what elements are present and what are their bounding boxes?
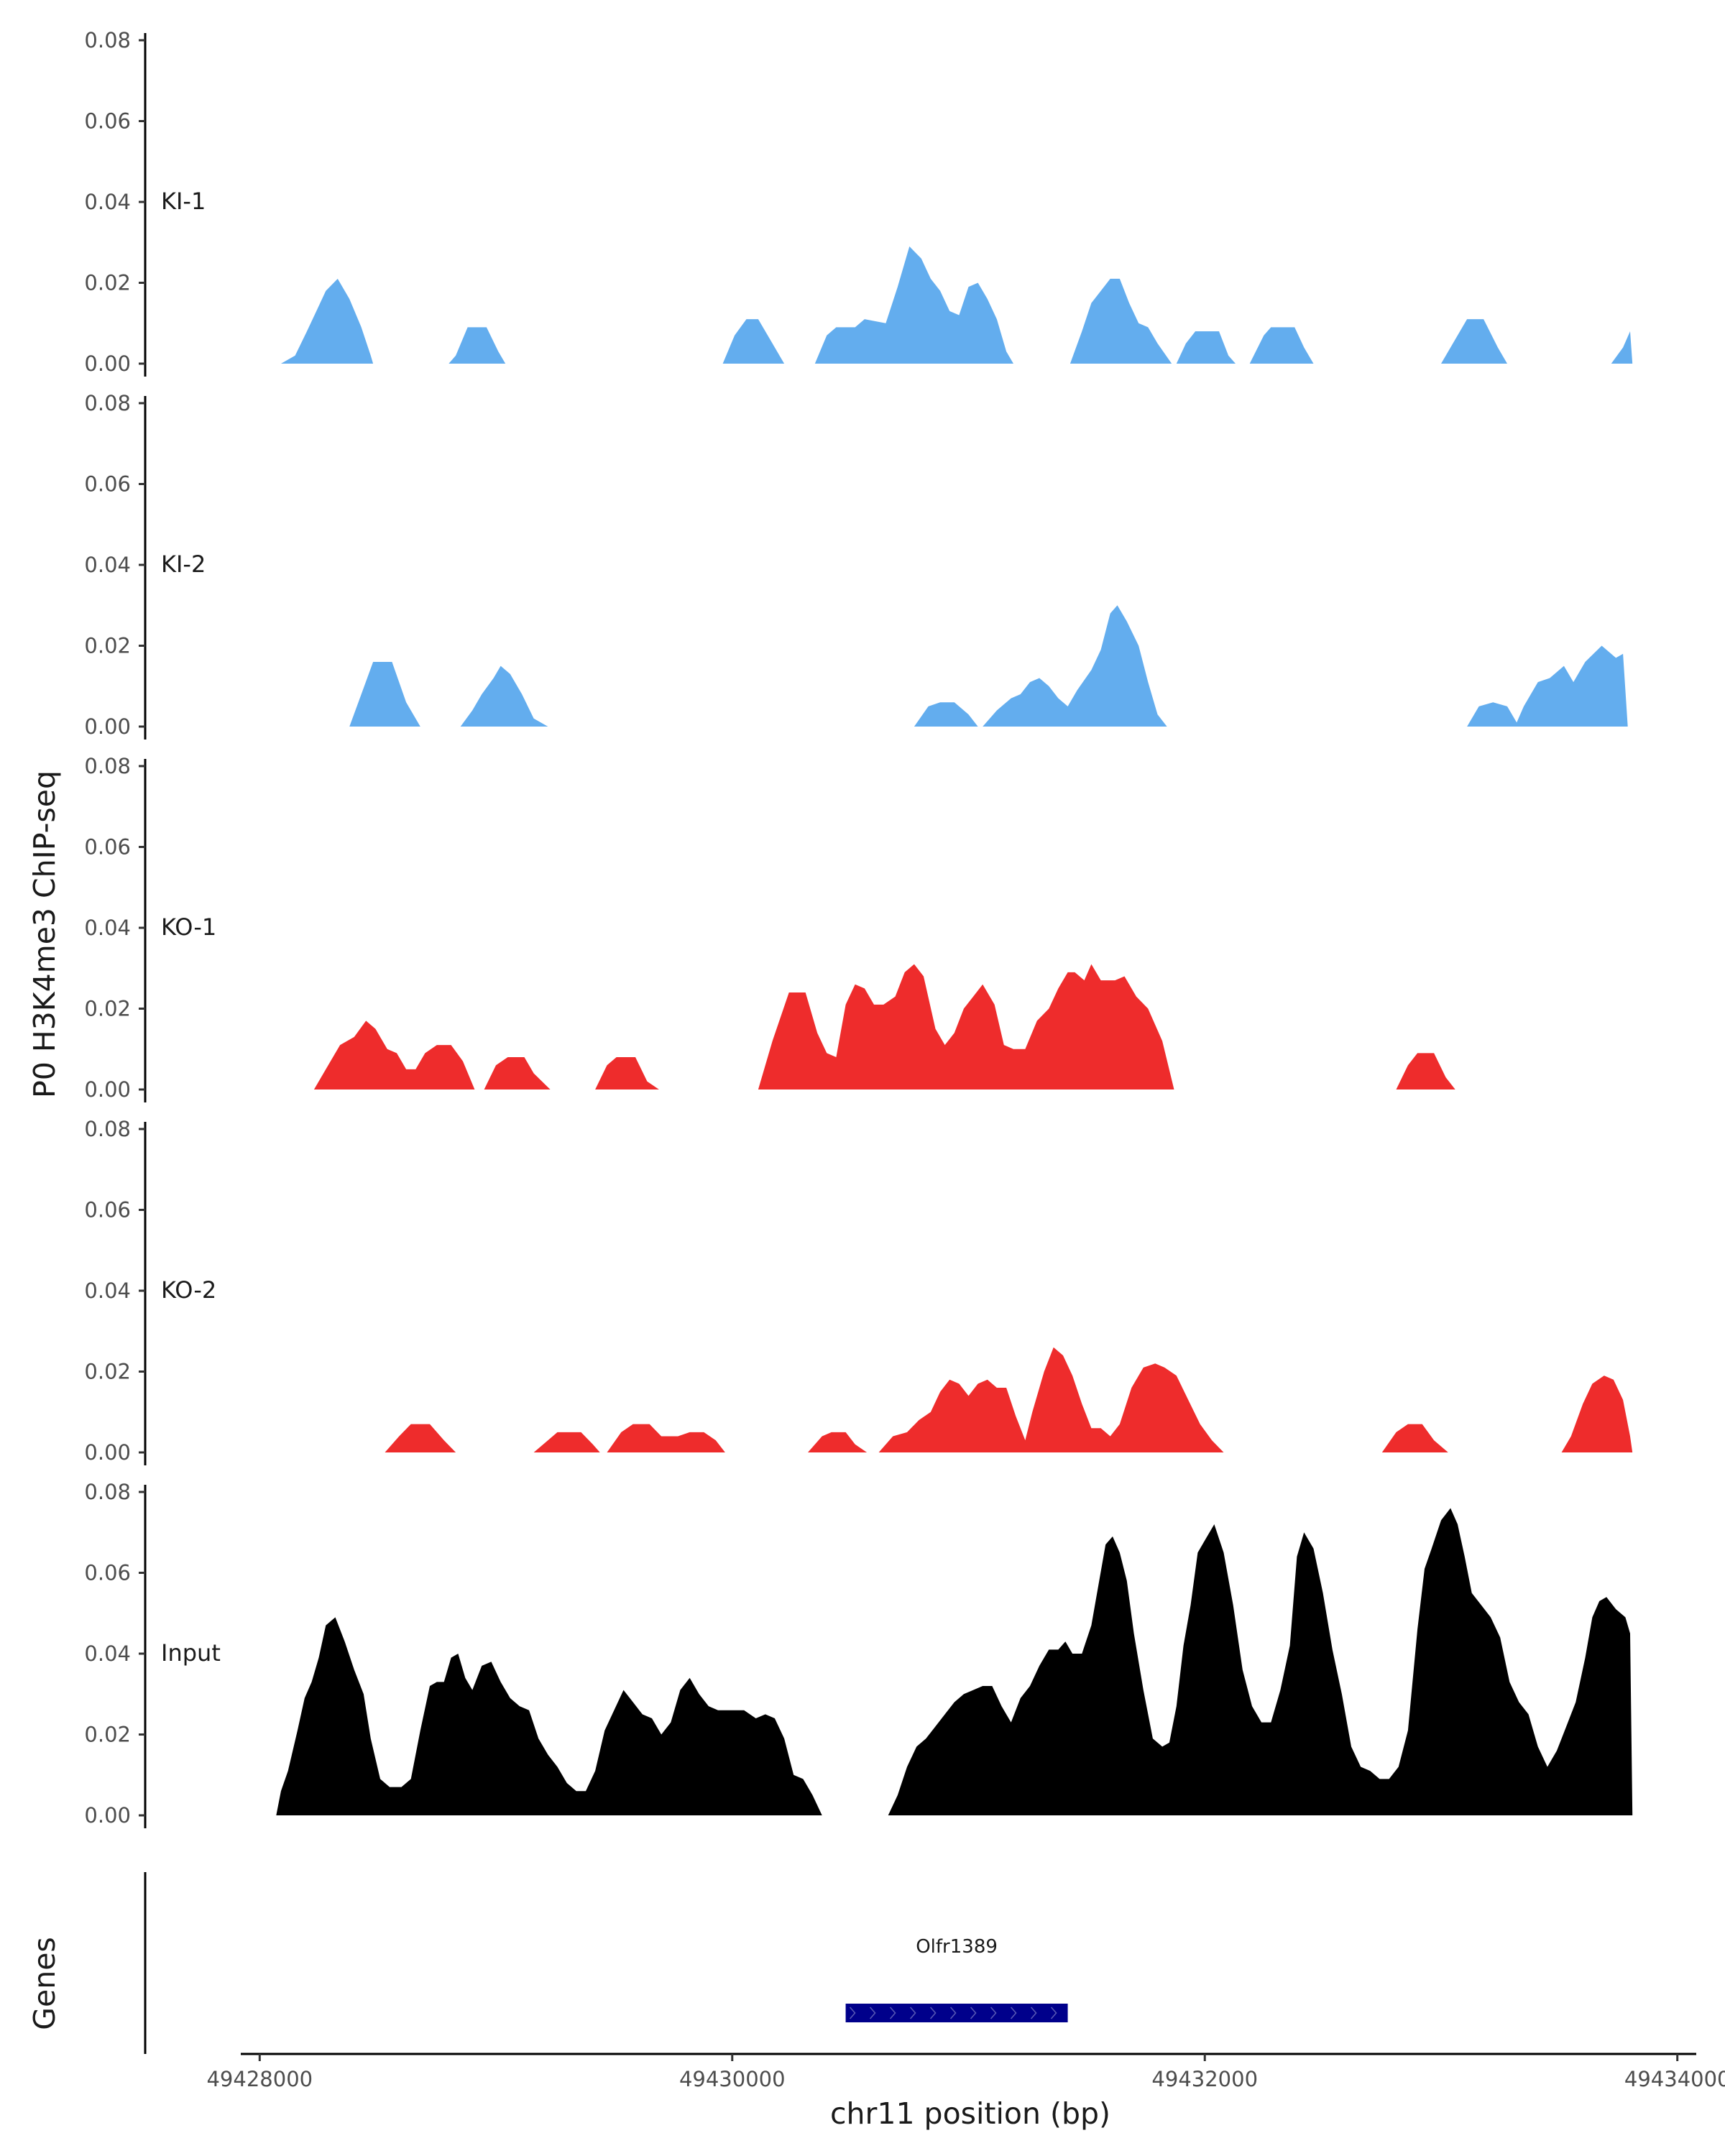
track-label: KI-1 — [161, 188, 206, 215]
y-tick-label: 0.00 — [84, 1803, 131, 1828]
strand-arrow — [1050, 2007, 1057, 2019]
track-input: 0.00 0.02 0.04 0.06 0.08 Input — [84, 1480, 1633, 1828]
y-axis-title: P0 H3K4me3 ChIP-seq — [27, 770, 62, 1098]
y-tick-label: 0.08 — [84, 1480, 131, 1504]
strand-arrow — [849, 2007, 856, 2019]
y-tick-label: 0.00 — [84, 1077, 131, 1102]
y-tick-label: 0.06 — [84, 472, 131, 497]
x-tick-label: 49428000 — [206, 2067, 313, 2091]
strand-arrow — [1030, 2007, 1037, 2019]
strand-arrow — [990, 2007, 997, 2019]
y-tick-label: 0.00 — [84, 1440, 131, 1465]
y-tick-label: 0.06 — [84, 1561, 131, 1585]
x-axis: 49428000 49430000 49432000 49434000 — [206, 2053, 1725, 2091]
x-tick-label: 49432000 — [1151, 2067, 1258, 2091]
strand-arrow — [949, 2007, 957, 2019]
y-tick-label: 0.02 — [84, 271, 131, 295]
strand-arrow — [929, 2007, 937, 2019]
strand-arrow — [889, 2007, 896, 2019]
gene-label: Olfr1389 — [916, 1936, 998, 1958]
y-tick-label: 0.06 — [84, 109, 131, 134]
y-tick-label: 0.04 — [84, 190, 131, 214]
x-tick-label: 49430000 — [679, 2067, 786, 2091]
y-tick-label: 0.04 — [84, 1641, 131, 1666]
genes-track: Olfr1389 — [144, 1872, 1068, 2054]
y-tick-label: 0.08 — [84, 391, 131, 415]
strand-arrow — [1010, 2007, 1017, 2019]
y-tick-label: 0.06 — [84, 835, 131, 860]
y-tick-label: 0.04 — [84, 553, 131, 577]
y-tick-label: 0.08 — [84, 1117, 131, 1141]
y-tick-label: 0.00 — [84, 351, 131, 376]
signal-area — [349, 605, 1628, 727]
track-label: KO-1 — [161, 913, 216, 941]
y-tick-label: 0.02 — [84, 1723, 131, 1747]
signal-area — [276, 1508, 1633, 1815]
track-ko-1: 0.00 0.02 0.04 0.06 0.08 KO-1 — [84, 754, 1455, 1102]
signal-area — [280, 246, 1633, 364]
gene-body — [845, 2004, 1068, 2022]
strand-arrow — [909, 2007, 916, 2019]
signal-area — [385, 1347, 1633, 1452]
track-ki-2: 0.00 0.02 0.04 0.06 0.08 KI-2 — [84, 391, 1628, 740]
track-label: KI-2 — [161, 550, 206, 578]
y-tick-label: 0.02 — [84, 634, 131, 658]
track-ko-2: 0.00 0.02 0.04 0.06 0.08 KO-2 — [84, 1117, 1633, 1465]
track-label: Input — [161, 1639, 221, 1667]
y-tick-label: 0.02 — [84, 997, 131, 1021]
y-tick-label: 0.04 — [84, 1279, 131, 1303]
strand-arrow — [970, 2007, 977, 2019]
x-tick-label: 49434000 — [1624, 2067, 1725, 2091]
y-tick-label: 0.08 — [84, 28, 131, 52]
genes-track-title: Genes — [27, 1937, 62, 2030]
y-tick-label: 0.04 — [84, 916, 131, 940]
track-label: KO-2 — [161, 1276, 216, 1304]
signal-area — [313, 964, 1455, 1089]
y-tick-label: 0.02 — [84, 1360, 131, 1384]
y-tick-label: 0.00 — [84, 714, 131, 739]
y-tick-label: 0.08 — [84, 754, 131, 778]
y-tick-label: 0.06 — [84, 1198, 131, 1222]
signal-tracks: 0.00 0.02 0.04 0.06 0.08 KI-1 0.00 0.02 0.04 0.06… — [84, 28, 1633, 1828]
strand-arrow — [869, 2007, 876, 2019]
x-axis-title: chr11 position (bp) — [830, 2096, 1110, 2131]
track-ki-1: 0.00 0.02 0.04 0.06 0.08 KI-1 — [84, 28, 1633, 377]
